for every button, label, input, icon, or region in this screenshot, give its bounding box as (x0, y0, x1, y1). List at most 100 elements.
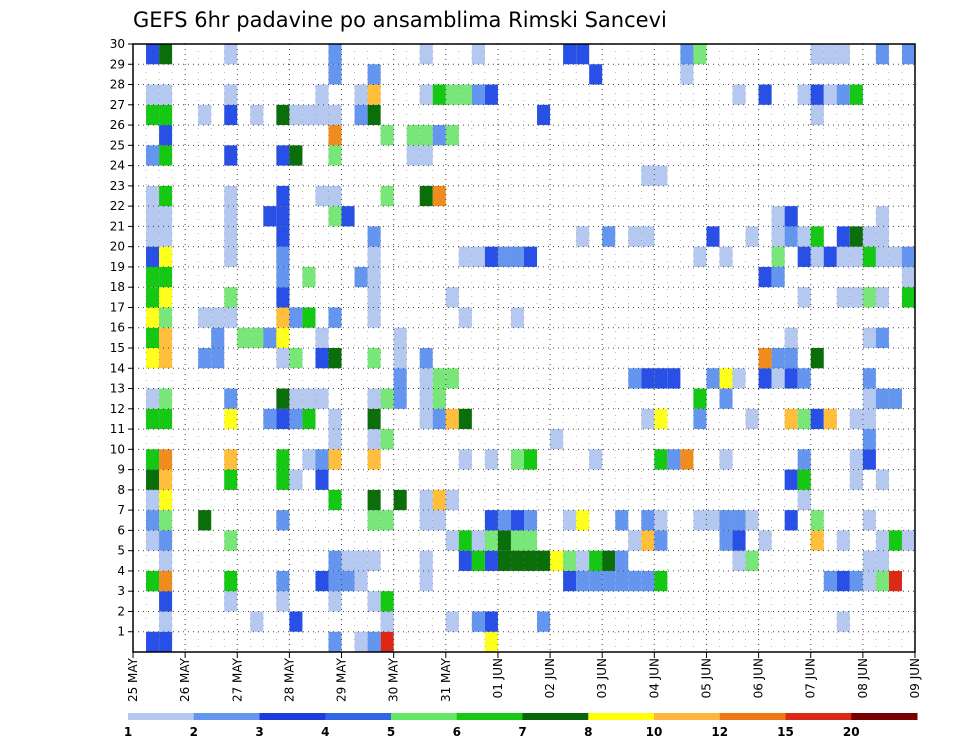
legend: 1 2 3 4 5 6 7 8 10 12 15 20 (124, 713, 918, 739)
heatmap-cell (328, 591, 342, 612)
heatmap-cell (263, 408, 277, 430)
heatmap-cell (419, 388, 433, 409)
heatmap-cell (641, 368, 655, 389)
heatmap-cell (615, 550, 629, 571)
legend-label: 1 (124, 725, 132, 739)
heatmap-cell (354, 550, 368, 571)
heatmap-cell (224, 246, 238, 267)
heatmap-cell (328, 125, 342, 146)
heatmap-cell (484, 631, 498, 652)
y-tick-label: 6 (117, 523, 125, 537)
heatmap-cell (797, 226, 811, 247)
heatmap-cell (328, 348, 342, 369)
heatmap-cell (784, 469, 798, 490)
x-tick-label: 04 JUN (647, 658, 661, 698)
heatmap-cell (328, 550, 342, 571)
heatmap-cell (419, 185, 433, 207)
heatmap-cell (380, 125, 394, 146)
heatmap-cell (758, 84, 772, 105)
heatmap-cell (732, 550, 746, 571)
heatmap-cell (445, 611, 459, 632)
heatmap-cell (576, 44, 590, 65)
heatmap-cell (862, 287, 876, 308)
heatmap-cell (224, 287, 238, 308)
heatmap-cell (146, 489, 160, 511)
heatmap-cell (862, 246, 876, 267)
heatmap-cell (393, 388, 407, 409)
heatmap-cell (836, 570, 850, 592)
heatmap-cell (641, 570, 655, 592)
heatmap-cell (419, 125, 433, 146)
heatmap-cell (224, 530, 238, 551)
heatmap-cell (367, 287, 381, 308)
heatmap-cell (875, 469, 889, 490)
heatmap-cell (862, 550, 876, 571)
x-tick-label: 29 MAY (335, 657, 349, 702)
heatmap-cell (419, 550, 433, 571)
heatmap-cell (862, 449, 876, 470)
heatmap-cell (693, 44, 707, 65)
heatmap-cell (276, 469, 290, 490)
heatmap-cell (628, 226, 642, 247)
heatmap-cell (380, 388, 394, 409)
heatmap-cell (875, 530, 889, 551)
heatmap-cell (576, 510, 590, 531)
heatmap-cell (354, 84, 368, 105)
heatmap-cell (276, 266, 290, 288)
heatmap-cell (146, 185, 160, 207)
heatmap-cell (849, 570, 863, 592)
heatmap-cell (406, 145, 420, 166)
heatmap-cell (836, 611, 850, 632)
heatmap-cell (146, 510, 160, 531)
heatmap-cell (862, 408, 876, 430)
heatmap-cell (289, 388, 303, 409)
y-tick-label: 7 (117, 503, 125, 517)
heatmap-cell (432, 510, 446, 531)
legend-swatch (522, 713, 589, 720)
heatmap-cell (745, 550, 759, 571)
heatmap-cell (784, 348, 798, 369)
heatmap-cell (589, 550, 603, 571)
heatmap-cell (875, 246, 889, 267)
heatmap-cell (680, 449, 694, 470)
heatmap-cell (159, 185, 173, 207)
heatmap-cell (628, 570, 642, 592)
heatmap-cell (419, 570, 433, 592)
heatmap-cell (901, 44, 915, 65)
y-tick-label: 30 (110, 37, 125, 51)
legend-swatch (193, 713, 260, 720)
heatmap-cell (211, 327, 225, 348)
heatmap-cell (211, 307, 225, 328)
y-tick-label: 3 (117, 584, 125, 598)
heatmap-cell (797, 449, 811, 470)
y-tick-label: 20 (110, 240, 125, 254)
heatmap-cell (159, 104, 173, 126)
heatmap-cell (471, 44, 485, 65)
heatmap-cell (380, 510, 394, 531)
heatmap-cell (784, 226, 798, 247)
heatmap-cell (276, 185, 290, 207)
heatmap-cell (315, 327, 329, 348)
heatmap-cell (510, 550, 524, 571)
heatmap-cell (146, 84, 160, 105)
heatmap-cell (445, 84, 459, 105)
heatmap-cell (576, 226, 590, 247)
heatmap-cell (159, 125, 173, 146)
x-tick-label: 25 MAY (126, 657, 140, 702)
heatmap-cell (810, 226, 824, 247)
legend-label: 2 (190, 725, 198, 739)
heatmap-cell (849, 408, 863, 430)
heatmap-cell (797, 246, 811, 267)
heatmap-cell (641, 408, 655, 430)
heatmap-cell (654, 570, 668, 592)
heatmap-cell (445, 530, 459, 551)
heatmap-cell (758, 266, 772, 288)
heatmap-cell (563, 44, 577, 65)
heatmap-cell (432, 84, 446, 105)
heatmap-cell (328, 631, 342, 652)
heatmap-cell (862, 429, 876, 450)
y-tick-label: 25 (110, 138, 125, 152)
legend-label: 5 (387, 725, 395, 739)
heatmap-cell (524, 510, 538, 531)
